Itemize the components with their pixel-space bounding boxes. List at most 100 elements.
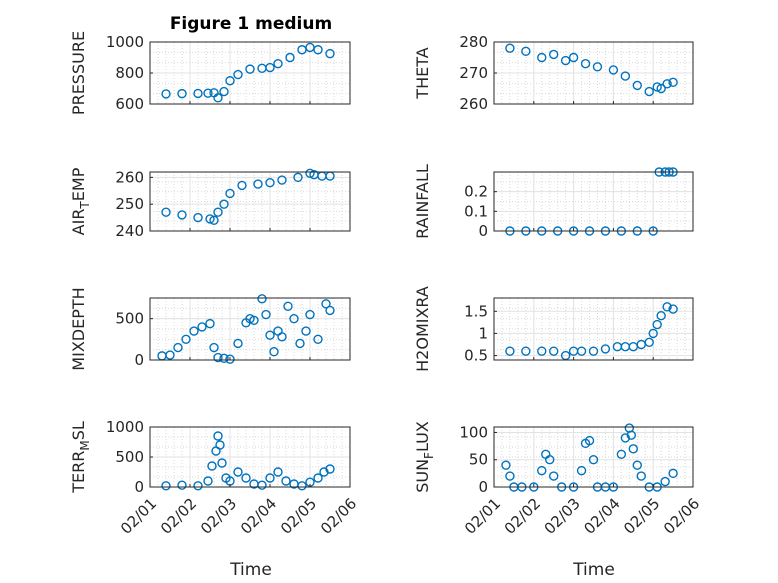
data-point — [668, 468, 678, 479]
data-point — [656, 311, 666, 321]
x-tick-label: 02/01 — [117, 495, 160, 538]
data-point — [580, 59, 591, 69]
data-point — [505, 346, 515, 356]
data-point — [313, 45, 323, 55]
data-point — [253, 179, 263, 189]
data-point — [213, 352, 223, 363]
data-point — [249, 315, 259, 326]
data-point — [576, 465, 587, 476]
data-point — [313, 334, 323, 345]
data-point — [193, 481, 203, 491]
data-point — [620, 433, 631, 443]
data-point — [301, 326, 311, 336]
y-tick-label: 1000 — [106, 418, 144, 436]
data-point — [173, 342, 183, 353]
data-point — [193, 88, 203, 99]
data-point — [549, 49, 559, 60]
data-point — [177, 480, 187, 490]
data-point — [620, 71, 631, 81]
data-point — [257, 294, 267, 304]
x-tick-label: 02/06 — [660, 495, 703, 538]
y-tick-label: 260 — [115, 168, 144, 186]
y-axis-label: THETA — [413, 47, 432, 99]
data-point — [273, 59, 283, 69]
axes-frame — [493, 297, 694, 361]
data-point — [537, 52, 547, 63]
data-point — [181, 334, 191, 345]
data-point — [193, 212, 203, 223]
data-point — [213, 431, 223, 441]
data-point — [233, 69, 243, 80]
data-point — [209, 342, 219, 353]
y-tick-label: 270 — [459, 64, 488, 82]
y-axis-label: TERRMSL — [69, 421, 92, 494]
data-point — [560, 55, 571, 66]
data-point — [588, 455, 599, 465]
data-point — [161, 207, 171, 217]
data-point — [283, 301, 293, 311]
data-point — [281, 476, 291, 486]
data-point — [203, 476, 213, 486]
data-point — [241, 473, 251, 483]
x-tick-label: 02/02 — [501, 495, 544, 538]
data-point — [608, 65, 619, 75]
y-tick-label: 260 — [459, 95, 488, 113]
data-point — [203, 88, 213, 98]
data-point — [209, 215, 219, 225]
data-point — [215, 440, 225, 450]
axes-frame — [493, 171, 694, 232]
data-point — [325, 464, 335, 474]
subplot-5: 0 500 MIXDEPTH — [69, 287, 351, 371]
data-point — [245, 64, 255, 74]
y-axis-label: H2OMIXRA — [413, 286, 432, 372]
data-point — [545, 455, 555, 465]
x-tick-label: 02/05 — [277, 495, 320, 538]
y-axis-label: RAINFALL — [413, 164, 432, 239]
data-point — [537, 465, 547, 476]
subplot-4: 0 0.10.2 RAINFALL — [413, 164, 694, 240]
data-point — [295, 338, 305, 349]
data-point — [537, 346, 547, 356]
y-tick-label: 0 — [478, 222, 488, 240]
data-point — [177, 88, 187, 99]
data-point — [213, 93, 223, 103]
data-point — [217, 458, 227, 468]
data-point — [197, 322, 207, 332]
axes-frame — [149, 171, 351, 232]
data-point — [576, 346, 587, 356]
data-point — [636, 471, 646, 481]
data-point — [265, 473, 275, 483]
data-point — [205, 214, 215, 224]
y-tick-label: 500 — [115, 448, 144, 466]
y-tick-label: 1.5 — [464, 302, 488, 320]
data-point — [652, 319, 662, 330]
data-point — [305, 309, 315, 320]
data-point — [662, 302, 672, 312]
data-point — [257, 480, 267, 490]
data-point — [233, 338, 243, 349]
data-point — [161, 89, 171, 99]
y-tick-label: 1 — [478, 324, 488, 342]
subplot-1: 600 800 1000 PRESSURE — [69, 31, 351, 115]
data-point — [225, 354, 235, 364]
data-point — [261, 309, 271, 320]
data-point — [592, 62, 603, 72]
data-point — [177, 210, 187, 220]
y-axis-label: PRESSURE — [69, 31, 88, 115]
data-point — [161, 481, 171, 491]
figure-title: Figure 1 medium — [170, 14, 332, 34]
x-tick-label: 02/01 — [461, 495, 504, 538]
y-tick-label: 0.5 — [464, 347, 488, 365]
y-tick-label: 0.1 — [464, 202, 488, 220]
x-tick-label: 02/06 — [317, 495, 360, 538]
data-point — [521, 46, 531, 56]
data-point — [273, 467, 283, 477]
data-point — [584, 435, 595, 446]
subplot-3: 240 250 260 AIRTEMP — [69, 167, 351, 240]
y-axis-label: AIRTEMP — [69, 167, 92, 235]
data-point — [521, 346, 531, 356]
x-tick-label: 02/04 — [237, 495, 280, 538]
